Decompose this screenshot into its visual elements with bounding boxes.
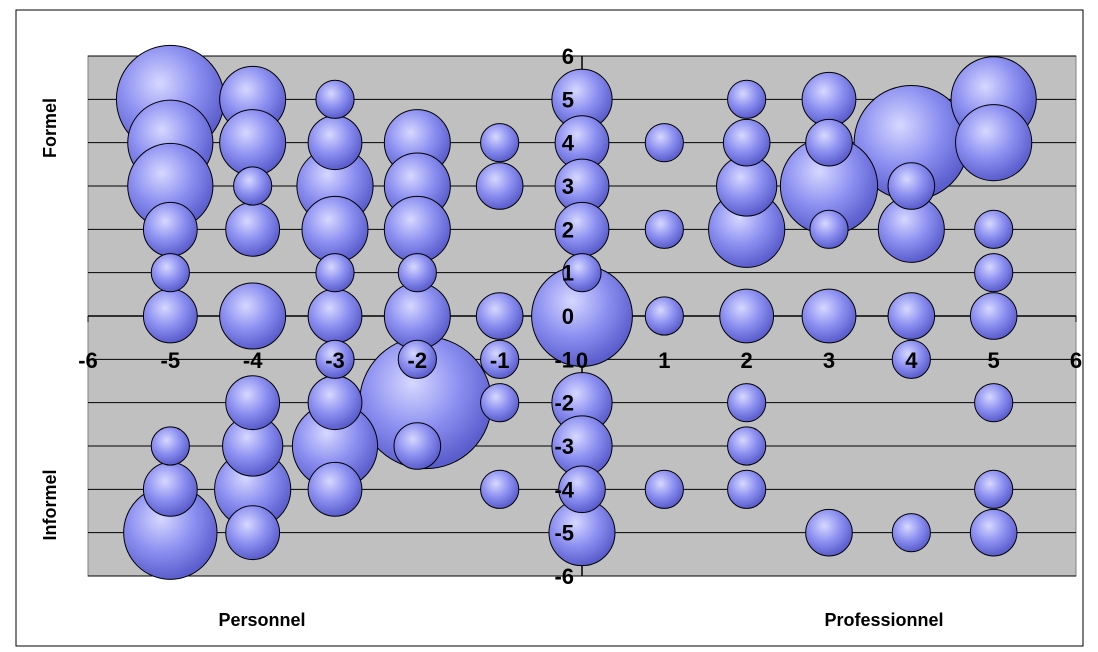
- bubble-point: [727, 469, 767, 509]
- bubble-point: [383, 195, 451, 263]
- bubble-point: [142, 288, 198, 344]
- x-tick-label: -6: [78, 348, 98, 373]
- y-tick-label: -4: [554, 477, 574, 502]
- bubble-point: [562, 253, 602, 293]
- bubble-point: [969, 292, 1018, 340]
- bubble-point: [644, 209, 684, 249]
- y-top-label: Formel: [40, 98, 60, 158]
- bubble-point: [150, 253, 190, 293]
- bubble-point: [727, 426, 767, 466]
- bubble-point: [969, 508, 1018, 557]
- bubble-point: [225, 201, 281, 257]
- bubble-point: [315, 79, 355, 119]
- bubble-point: [475, 292, 524, 340]
- y-bottom-label: Informel: [40, 469, 60, 540]
- bubble-point: [480, 469, 520, 509]
- bubble-point: [644, 123, 684, 163]
- bubble-point: [974, 383, 1014, 423]
- y-tick-label: 6: [562, 44, 574, 69]
- bubble-point: [891, 513, 931, 553]
- x-tick-label: -1: [490, 348, 510, 373]
- bubble-point: [480, 339, 520, 379]
- bubble-point: [801, 288, 857, 344]
- x-tick-label: 2: [741, 348, 753, 373]
- bubble-point: [142, 201, 198, 257]
- bubble-point: [727, 383, 767, 423]
- bubble-point: [644, 296, 684, 336]
- y-tick-label: 2: [562, 217, 574, 242]
- x-tick-label: 1: [658, 348, 670, 373]
- bubble-point: [307, 288, 363, 344]
- y-tick-label: -5: [554, 521, 574, 546]
- x-tick-label: -3: [325, 348, 345, 373]
- bubble-point: [887, 162, 936, 210]
- bubble-point: [233, 166, 273, 206]
- y-tick-label: 4: [562, 131, 575, 156]
- bubble-point: [315, 253, 355, 293]
- bubble-point: [801, 71, 857, 127]
- bubble-point: [955, 104, 1033, 182]
- x-tick-label: 4: [905, 348, 918, 373]
- x-right-label: Professionnel: [824, 610, 943, 630]
- y-tick-label: -6: [554, 564, 574, 589]
- bubble-point: [307, 375, 363, 431]
- bubble-point: [315, 339, 355, 379]
- x-tick-label: -5: [161, 348, 181, 373]
- y-tick-label: 1: [562, 261, 574, 286]
- bubble-point: [393, 422, 442, 470]
- x-tick-label: -4: [243, 348, 263, 373]
- y-tick-label: -2: [554, 391, 574, 416]
- x-tick-label: 5: [988, 348, 1000, 373]
- bubble-point: [480, 383, 520, 423]
- bubble-point: [974, 469, 1014, 509]
- bubble-point: [891, 339, 931, 379]
- y-tick-label: 5: [562, 87, 574, 112]
- x-tick-label: 0: [576, 348, 588, 373]
- bubble-point: [150, 426, 190, 466]
- bubble-point: [974, 253, 1014, 293]
- y-tick-label: -3: [554, 434, 574, 459]
- bubble-point: [219, 282, 287, 350]
- bubble-point: [219, 109, 287, 177]
- bubble-point: [475, 162, 524, 210]
- bubble-point: [397, 339, 437, 379]
- bubble-point: [974, 209, 1014, 249]
- bubble-point: [805, 118, 853, 167]
- bubble-point: [558, 465, 606, 514]
- bubble-point: [644, 469, 684, 509]
- bubble-point: [719, 288, 775, 344]
- bubble-point: [142, 461, 198, 517]
- bubble-point: [727, 79, 767, 119]
- bubble-point: [480, 123, 520, 163]
- bubble-point: [307, 461, 363, 517]
- bubble-point: [722, 118, 771, 167]
- bubble-point: [809, 209, 849, 249]
- y-tick-label: 3: [562, 174, 574, 199]
- bubble-point: [307, 115, 363, 171]
- y-tick-label: 0: [562, 304, 574, 329]
- y-tick-label: -1: [554, 347, 574, 372]
- bubble-point: [301, 195, 369, 263]
- x-tick-label: 3: [823, 348, 835, 373]
- bubble-point: [887, 292, 936, 340]
- x-left-label: Personnel: [218, 610, 305, 630]
- bubble-point: [805, 508, 853, 557]
- bubble-point: [225, 505, 281, 561]
- x-tick-label: -2: [408, 348, 428, 373]
- x-tick-label: 6: [1070, 348, 1082, 373]
- bubble-point: [225, 375, 281, 431]
- bubble-point: [383, 282, 451, 350]
- bubbles: [115, 44, 1037, 580]
- bubble-point: [397, 253, 437, 293]
